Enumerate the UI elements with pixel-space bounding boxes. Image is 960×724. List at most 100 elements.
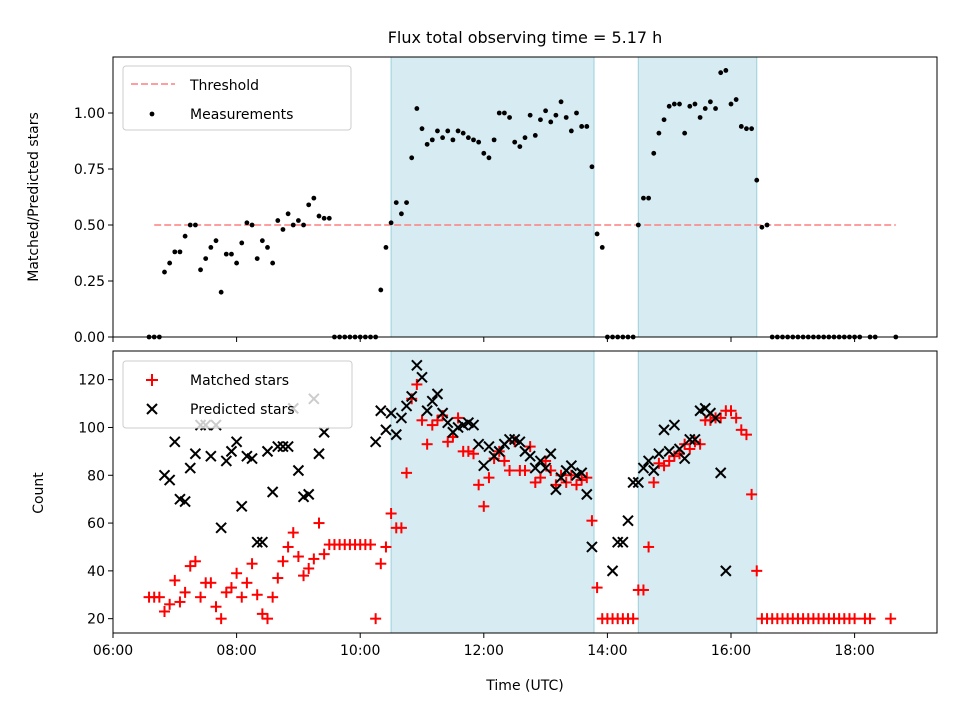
predicted-star-point <box>663 445 675 458</box>
measurement-point <box>198 267 203 273</box>
predicted-star-point <box>581 488 593 501</box>
predicted-star-point <box>586 541 598 553</box>
legend-measurements-swatch <box>149 111 155 117</box>
predicted-star-point <box>653 448 665 460</box>
measurement-point <box>404 200 409 206</box>
measurement-point <box>259 238 265 244</box>
x-tick-label: 16:00 <box>711 643 751 659</box>
predicted-star-point <box>642 455 655 467</box>
matched-star-point <box>380 541 392 553</box>
predicted-star-point <box>215 522 227 534</box>
predicted-star-point <box>617 536 629 548</box>
predicted-star-point <box>673 443 686 455</box>
measurement-point <box>491 137 497 143</box>
measurement-point <box>661 117 667 123</box>
predicted-star-point <box>431 388 444 400</box>
legend-matched-label: Matched stars <box>190 373 289 389</box>
measurement-point <box>553 112 559 118</box>
matched-star-point <box>658 460 670 472</box>
matched-star-point <box>395 522 407 534</box>
predicted-star-point <box>611 536 624 548</box>
measurement-point <box>728 101 734 107</box>
top-y-axis-ticks: 0.00 0.25 0.50 0.75 1.00 <box>74 106 113 346</box>
measurement-point <box>532 133 538 138</box>
shaded-interval <box>637 56 758 338</box>
matched-star-point <box>735 424 747 436</box>
measurement-point <box>450 137 456 143</box>
measurement-point <box>749 126 754 132</box>
measurement-point <box>440 135 445 141</box>
measurement-point <box>502 110 507 116</box>
matched-star-point <box>627 613 639 625</box>
predicted-star-point <box>472 438 485 450</box>
matched-star-point <box>468 448 479 460</box>
matched-star-point <box>571 479 582 491</box>
measurement-point <box>193 222 198 228</box>
predicted-star-point <box>529 462 542 474</box>
measurement-point <box>543 108 548 114</box>
measurement-point <box>445 128 451 134</box>
predicted-star-point <box>606 565 619 577</box>
matched-star-point <box>498 455 510 467</box>
matched-star-point <box>153 591 165 603</box>
measurement-point <box>296 218 301 223</box>
matched-star-point <box>385 508 397 520</box>
predicted-star-point <box>421 405 433 417</box>
matched-star-point <box>885 613 897 625</box>
top-legend-box <box>122 65 352 131</box>
predicted-star-point <box>256 536 269 548</box>
predicted-star-point <box>369 436 382 448</box>
chart-title: Flux total observing time = 5.17 h <box>388 28 663 47</box>
predicted-star-point <box>230 436 243 448</box>
measurement-point <box>213 238 219 244</box>
measurement-point <box>270 260 276 266</box>
measurement-point <box>229 251 234 257</box>
measurement-point <box>646 195 651 201</box>
measurement-point <box>280 227 286 232</box>
predicted-star-point <box>282 440 294 453</box>
predicted-star-point <box>266 486 279 498</box>
matched-star-point <box>292 551 304 563</box>
predicted-star-point <box>272 440 284 453</box>
x-tick-label: 06:00 <box>93 643 133 659</box>
measurement-point <box>455 128 461 134</box>
measurement-point <box>316 213 322 219</box>
measurement-point <box>476 139 482 145</box>
predicted-star-point <box>179 495 191 508</box>
predicted-star-point <box>236 500 248 513</box>
measurement-point <box>182 233 188 239</box>
matched-star-point <box>426 419 438 431</box>
measurement-point <box>599 245 605 250</box>
matched-star-point <box>262 613 273 625</box>
measurement-point <box>512 139 518 145</box>
predicted-star-point <box>205 450 217 462</box>
predicted-star-point <box>416 371 428 383</box>
matched-star-point <box>370 613 382 625</box>
shaded-interval <box>637 350 758 634</box>
measurement-point <box>759 224 765 230</box>
y-tick-label: 0.25 <box>74 274 105 290</box>
measurement-point <box>162 269 167 275</box>
predicted-star-point <box>467 419 480 431</box>
measurement-point <box>666 103 672 109</box>
matched-star-point <box>282 541 294 553</box>
predicted-star-point <box>503 433 516 446</box>
matched-star-point <box>308 553 320 565</box>
measurement-point <box>507 115 512 120</box>
predicted-star-point <box>277 440 289 453</box>
measurement-point <box>460 130 466 136</box>
matched-star-point <box>298 570 310 582</box>
matched-star-point <box>540 455 552 467</box>
measurement-point <box>733 97 739 102</box>
measurement-point <box>177 249 183 255</box>
matched-star-point <box>478 500 490 512</box>
matched-star-point <box>586 515 598 527</box>
measurement-point <box>738 124 744 129</box>
measurement-point <box>465 135 471 141</box>
measurement-point <box>265 245 270 250</box>
predicted-star-point <box>251 536 263 548</box>
measurement-point <box>378 287 384 293</box>
matched-star-point <box>241 577 253 589</box>
measurement-point <box>481 150 487 156</box>
